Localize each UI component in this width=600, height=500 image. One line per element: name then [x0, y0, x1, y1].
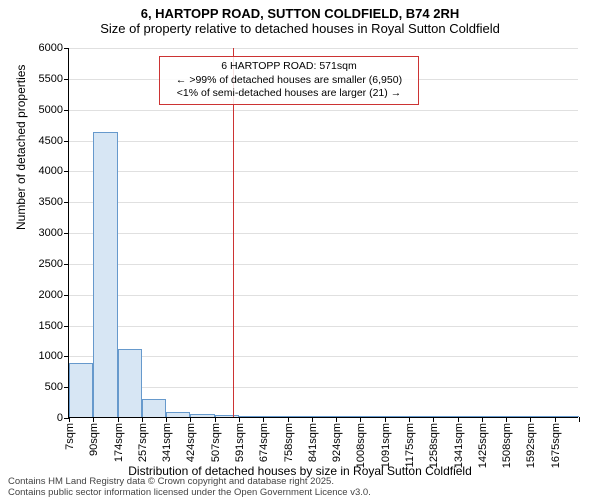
x-tick-mark — [336, 417, 337, 422]
footer-line-1: Contains HM Land Registry data © Crown c… — [8, 477, 371, 487]
footer-attribution: Contains HM Land Registry data © Crown c… — [8, 477, 371, 498]
histogram-bar — [555, 416, 579, 417]
x-tick-mark — [288, 417, 289, 422]
x-tick-label: 257sqm — [135, 423, 149, 462]
x-tick-mark — [360, 417, 361, 422]
y-tick-mark — [64, 356, 69, 357]
x-tick-label: 90sqm — [86, 423, 100, 456]
histogram-bar — [93, 132, 117, 417]
x-tick-mark — [142, 417, 143, 422]
x-tick-label: 1592sqm — [523, 423, 537, 468]
y-tick-mark — [64, 171, 69, 172]
x-tick-label: 591sqm — [232, 423, 246, 462]
chart-plot: 0500100015002000250030003500400045005000… — [68, 48, 578, 418]
histogram-bar — [385, 416, 409, 417]
histogram-bar — [506, 416, 530, 417]
x-tick-mark — [239, 417, 240, 422]
histogram-bar — [69, 363, 93, 417]
x-tick-mark — [555, 417, 556, 422]
gridline — [69, 202, 578, 203]
histogram-bar — [433, 416, 457, 417]
gridline — [69, 171, 578, 172]
gridline — [69, 326, 578, 327]
histogram-bar — [288, 416, 312, 417]
y-tick-mark — [64, 326, 69, 327]
x-tick-label: 1341sqm — [451, 423, 465, 468]
annotation-line: ← >99% of detached houses are smaller (6… — [166, 74, 412, 88]
plot-area: 0500100015002000250030003500400045005000… — [68, 48, 578, 418]
histogram-bar — [312, 416, 336, 417]
histogram-bar — [118, 349, 142, 417]
histogram-bar — [239, 416, 263, 417]
annotation-callout: 6 HARTOPP ROAD: 571sqm← >99% of detached… — [159, 56, 419, 105]
histogram-bar — [530, 416, 554, 417]
y-tick-mark — [64, 264, 69, 265]
x-tick-mark — [385, 417, 386, 422]
gridline — [69, 264, 578, 265]
gridline — [69, 356, 578, 357]
x-tick-label: 341sqm — [159, 423, 173, 462]
x-tick-label: 1091sqm — [378, 423, 392, 468]
x-tick-label: 758sqm — [281, 423, 295, 462]
x-tick-label: 1508sqm — [499, 423, 513, 468]
y-tick-mark — [64, 110, 69, 111]
x-tick-label: 674sqm — [256, 423, 270, 462]
x-tick-mark — [93, 417, 94, 422]
y-tick-mark — [64, 79, 69, 80]
x-tick-label: 507sqm — [208, 423, 222, 462]
x-tick-mark — [482, 417, 483, 422]
x-tick-label: 424sqm — [183, 423, 197, 462]
x-tick-label: 1675sqm — [548, 423, 562, 468]
histogram-bar — [409, 416, 433, 417]
gridline — [69, 48, 578, 49]
x-tick-mark — [118, 417, 119, 422]
y-tick-mark — [64, 233, 69, 234]
x-tick-mark — [458, 417, 459, 422]
y-tick-mark — [64, 202, 69, 203]
gridline — [69, 233, 578, 234]
x-tick-mark — [530, 417, 531, 422]
x-tick-mark — [166, 417, 167, 422]
histogram-bar — [360, 416, 384, 417]
footer-line-2: Contains public sector information licen… — [8, 488, 371, 498]
chart-title-main: 6, HARTOPP ROAD, SUTTON COLDFIELD, B74 2… — [0, 0, 600, 21]
x-tick-mark — [579, 417, 580, 422]
x-tick-mark — [409, 417, 410, 422]
gridline — [69, 141, 578, 142]
histogram-bar — [458, 416, 482, 417]
gridline — [69, 295, 578, 296]
histogram-bar — [215, 415, 239, 417]
histogram-bar — [166, 412, 190, 417]
gridline — [69, 110, 578, 111]
x-tick-mark — [263, 417, 264, 422]
annotation-header: 6 HARTOPP ROAD: 571sqm — [166, 60, 412, 74]
x-tick-label: 1425sqm — [475, 423, 489, 468]
histogram-bar — [142, 399, 166, 418]
histogram-bar — [336, 416, 360, 417]
x-tick-label: 924sqm — [329, 423, 343, 462]
y-tick-mark — [64, 141, 69, 142]
x-tick-mark — [312, 417, 313, 422]
y-tick-mark — [64, 295, 69, 296]
x-tick-mark — [190, 417, 191, 422]
x-tick-label: 1175sqm — [402, 423, 416, 467]
x-tick-mark — [215, 417, 216, 422]
y-tick-mark — [64, 48, 69, 49]
x-tick-label: 1008sqm — [353, 423, 367, 468]
x-tick-label: 174sqm — [111, 423, 125, 462]
x-tick-label: 7sqm — [62, 423, 76, 450]
histogram-bar — [482, 416, 506, 417]
gridline — [69, 387, 578, 388]
x-tick-mark — [506, 417, 507, 422]
histogram-bar — [190, 414, 214, 417]
y-axis-label: Number of detached properties — [14, 65, 28, 230]
x-tick-mark — [69, 417, 70, 422]
x-tick-label: 1258sqm — [426, 423, 440, 468]
histogram-bar — [263, 416, 287, 417]
x-tick-label: 841sqm — [305, 423, 319, 462]
x-tick-mark — [433, 417, 434, 422]
annotation-line: <1% of semi-detached houses are larger (… — [166, 87, 412, 101]
chart-title-sub: Size of property relative to detached ho… — [0, 21, 600, 40]
